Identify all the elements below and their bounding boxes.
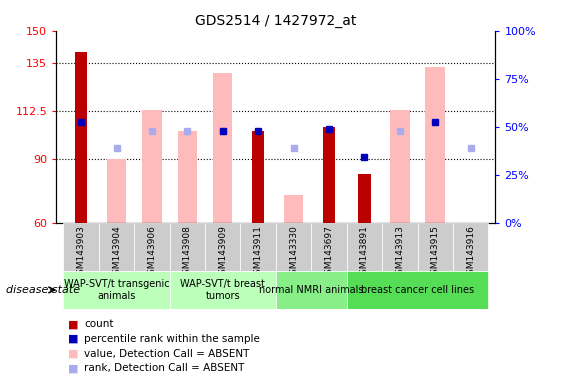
Text: GSM143330: GSM143330 (289, 225, 298, 280)
Bar (358, 174, 370, 223)
Bar (284, 195, 303, 223)
Text: ■: ■ (68, 319, 78, 329)
Text: breast cancer cell lines: breast cancer cell lines (361, 285, 474, 295)
Bar (240, 223, 276, 271)
Text: GSM143913: GSM143913 (395, 225, 404, 280)
Bar (347, 223, 382, 271)
Bar (169, 271, 276, 309)
Text: GSM143916: GSM143916 (466, 225, 475, 280)
Text: count: count (84, 319, 114, 329)
Bar (252, 131, 265, 223)
Text: ■: ■ (68, 349, 78, 359)
Text: ■: ■ (68, 334, 78, 344)
Text: WAP-SVT/t transgenic
animals: WAP-SVT/t transgenic animals (64, 279, 169, 301)
Bar (64, 223, 99, 271)
Text: GSM143909: GSM143909 (218, 225, 227, 280)
Title: GDS2514 / 1427972_at: GDS2514 / 1427972_at (195, 14, 356, 28)
Bar (382, 223, 418, 271)
Bar (418, 223, 453, 271)
Bar (205, 223, 240, 271)
Bar (311, 223, 347, 271)
Bar (213, 73, 233, 223)
Bar (323, 127, 335, 223)
Text: percentile rank within the sample: percentile rank within the sample (84, 334, 260, 344)
Bar (107, 159, 126, 223)
Bar (134, 223, 169, 271)
Text: WAP-SVT/t breast
tumors: WAP-SVT/t breast tumors (180, 279, 265, 301)
Bar (169, 223, 205, 271)
Text: GSM143891: GSM143891 (360, 225, 369, 280)
Text: normal NMRI animals: normal NMRI animals (259, 285, 364, 295)
Text: GSM143697: GSM143697 (324, 225, 333, 280)
Bar (177, 131, 197, 223)
Bar (426, 67, 445, 223)
Text: GSM143903: GSM143903 (77, 225, 86, 280)
Text: GSM143906: GSM143906 (148, 225, 157, 280)
Bar (276, 271, 347, 309)
Text: GSM143915: GSM143915 (431, 225, 440, 280)
Text: value, Detection Call = ABSENT: value, Detection Call = ABSENT (84, 349, 250, 359)
Bar (390, 110, 409, 223)
Bar (142, 110, 162, 223)
Bar (453, 223, 488, 271)
Text: GSM143911: GSM143911 (254, 225, 263, 280)
Text: GSM143908: GSM143908 (183, 225, 192, 280)
Bar (276, 223, 311, 271)
Text: disease state: disease state (6, 285, 80, 295)
Text: GSM143904: GSM143904 (112, 225, 121, 280)
Bar (99, 223, 134, 271)
Bar (347, 271, 488, 309)
Text: ■: ■ (68, 363, 78, 373)
Bar (64, 271, 169, 309)
Text: rank, Detection Call = ABSENT: rank, Detection Call = ABSENT (84, 363, 245, 373)
Bar (75, 52, 87, 223)
